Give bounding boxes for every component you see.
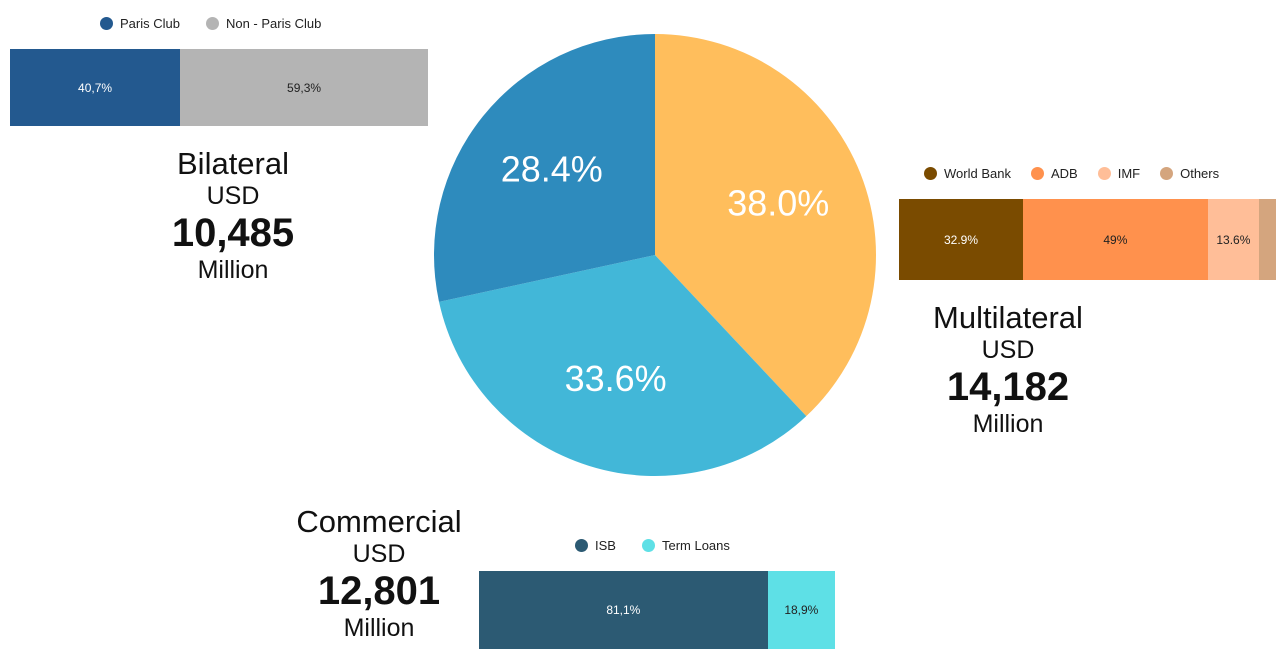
bilateral-amount: 10,485 <box>171 211 295 256</box>
bar-segment-others <box>1259 199 1276 280</box>
multilateral-amount: 14,182 <box>946 365 1070 410</box>
pie-slice-label: 33.6% <box>565 358 667 399</box>
bar-segment-isb: 81,1% <box>479 571 768 649</box>
pie-slice-label: 28.4% <box>501 148 603 189</box>
multilateral-currency: USD <box>981 335 1035 364</box>
bar-segment-non-paris-club: 59,3% <box>180 49 428 126</box>
legend-label: IMF <box>1117 166 1141 181</box>
legend-non-paris-club: Non - Paris Club <box>205 16 322 31</box>
pie-slice-bilateral <box>433 34 655 302</box>
legend-dot-icon <box>924 167 937 180</box>
legend-label: Non - Paris Club <box>225 16 322 31</box>
commercial-stacked-bar: 81,1% 18,9% <box>479 571 835 649</box>
commercial-legend: ISB Term Loans <box>575 538 730 553</box>
bilateral-title: Bilateral <box>177 146 289 181</box>
legend-label: World Bank <box>944 166 1011 181</box>
multilateral-unit: Million <box>972 410 1044 439</box>
legend-others: Others <box>1160 166 1219 181</box>
legend-label: ADB <box>1050 166 1078 181</box>
multilateral-summary: Multilateral USD 14,182 Million <box>908 300 1108 439</box>
legend-dot-icon <box>1160 167 1174 180</box>
legend-adb: ADB <box>1030 166 1078 181</box>
pie-slice-label: 38.0% <box>727 183 829 224</box>
pie-slice-commercial <box>439 255 807 477</box>
bar-segment-term-loans: 18,9% <box>767 571 835 649</box>
bilateral-summary: Bilateral USD 10,485 Million <box>133 146 333 285</box>
pie-slice-multilateral <box>655 34 876 417</box>
legend-label: Term Loans <box>661 538 730 553</box>
legend-dot-icon <box>205 17 219 30</box>
legend-dot-icon <box>100 17 113 30</box>
commercial-title: Commercial <box>296 504 462 539</box>
commercial-summary: Commercial USD 12,801 Million <box>279 504 479 643</box>
bar-segment-paris-club: 40,7% <box>10 49 181 126</box>
legend-paris-club: Paris Club <box>100 16 180 31</box>
commercial-amount: 12,801 <box>317 569 441 614</box>
bar-segment-adb: 49% <box>1023 199 1208 280</box>
legend-world-bank: World Bank <box>924 166 1011 181</box>
legend-dot-icon <box>1097 167 1111 180</box>
legend-label: Others <box>1180 166 1220 181</box>
bilateral-legend: Paris Club Non - Paris Club <box>100 16 321 31</box>
multilateral-stacked-bar: 32.9% 49% 13.6% <box>899 199 1276 280</box>
legend-dot-icon <box>1030 167 1044 180</box>
bilateral-unit: Million <box>197 256 269 285</box>
bilateral-currency: USD <box>206 181 260 210</box>
legend-dot-icon <box>641 539 655 552</box>
bilateral-stacked-bar: 40,7% 59,3% <box>10 49 428 126</box>
multilateral-title: Multilateral <box>933 300 1083 335</box>
legend-dot-icon <box>575 539 588 552</box>
legend-isb: ISB <box>575 538 616 553</box>
legend-imf: IMF <box>1097 166 1141 181</box>
commercial-unit: Million <box>343 614 415 643</box>
legend-term-loans: Term Loans <box>641 538 730 553</box>
multilateral-legend: World Bank ADB IMF Others <box>924 166 1219 181</box>
bar-segment-imf: 13.6% <box>1207 199 1260 280</box>
legend-label: ISB <box>595 538 616 553</box>
bar-segment-world-bank: 32.9% <box>899 199 1024 280</box>
legend-label: Paris Club <box>120 16 180 31</box>
commercial-currency: USD <box>352 539 406 568</box>
